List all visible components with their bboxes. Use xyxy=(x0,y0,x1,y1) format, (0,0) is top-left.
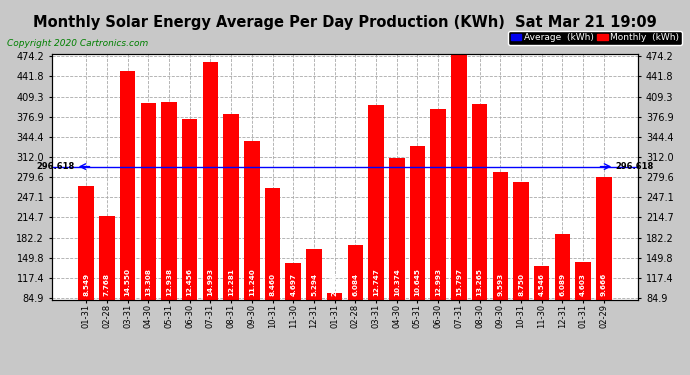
Bar xyxy=(203,62,218,351)
Text: 2.986: 2.986 xyxy=(332,273,337,296)
Text: 15.797: 15.797 xyxy=(456,268,462,296)
Text: 5.294: 5.294 xyxy=(311,273,317,296)
Bar xyxy=(555,234,570,351)
Bar xyxy=(534,266,549,351)
Text: 8.460: 8.460 xyxy=(270,273,275,296)
Text: 12.993: 12.993 xyxy=(435,268,441,296)
Text: 8.549: 8.549 xyxy=(83,273,89,296)
Text: Monthly Solar Energy Average Per Day Production (KWh)  Sat Mar 21 19:09: Monthly Solar Energy Average Per Day Pro… xyxy=(33,15,657,30)
Text: 13.308: 13.308 xyxy=(146,268,151,296)
Text: 9.593: 9.593 xyxy=(497,273,503,296)
Bar xyxy=(161,102,177,351)
Text: 12.281: 12.281 xyxy=(228,268,234,296)
Bar xyxy=(348,245,363,351)
Text: 4.546: 4.546 xyxy=(539,273,544,296)
Bar xyxy=(472,104,487,351)
Text: 12.456: 12.456 xyxy=(187,268,193,296)
Bar xyxy=(410,146,425,351)
Text: 13.265: 13.265 xyxy=(477,268,482,296)
Bar xyxy=(265,188,280,351)
Bar xyxy=(451,46,466,351)
Bar xyxy=(596,177,611,351)
Bar xyxy=(389,158,404,351)
Bar xyxy=(431,109,446,351)
Text: 4.697: 4.697 xyxy=(290,273,296,296)
Text: 4.603: 4.603 xyxy=(580,273,586,296)
Text: 14.550: 14.550 xyxy=(125,268,130,296)
Text: 6.084: 6.084 xyxy=(353,273,358,296)
Bar xyxy=(286,263,301,351)
Legend: Average  (kWh), Monthly  (kWh): Average (kWh), Monthly (kWh) xyxy=(508,31,682,45)
Text: 10.645: 10.645 xyxy=(415,268,420,296)
Bar xyxy=(513,182,529,351)
Bar xyxy=(368,105,384,351)
Text: Copyright 2020 Cartronics.com: Copyright 2020 Cartronics.com xyxy=(7,39,148,48)
Bar xyxy=(493,172,508,351)
Text: 12.747: 12.747 xyxy=(373,268,379,296)
Text: 10.374: 10.374 xyxy=(394,268,400,296)
Text: 11.240: 11.240 xyxy=(249,268,255,296)
Bar xyxy=(224,114,239,351)
Text: 8.750: 8.750 xyxy=(518,273,524,296)
Bar xyxy=(141,103,156,351)
Bar xyxy=(99,216,115,351)
Text: 9.666: 9.666 xyxy=(601,273,607,296)
Bar xyxy=(244,141,259,351)
Text: 14.993: 14.993 xyxy=(208,268,213,296)
Bar xyxy=(79,186,94,351)
Bar xyxy=(327,293,342,351)
Text: 296.618: 296.618 xyxy=(615,162,653,171)
Text: 296.618: 296.618 xyxy=(37,162,75,171)
Bar xyxy=(306,249,322,351)
Bar xyxy=(182,119,197,351)
Text: 12.938: 12.938 xyxy=(166,268,172,296)
Bar xyxy=(120,70,135,351)
Text: 6.089: 6.089 xyxy=(560,273,565,296)
Text: 7.768: 7.768 xyxy=(104,273,110,296)
Bar xyxy=(575,262,591,351)
